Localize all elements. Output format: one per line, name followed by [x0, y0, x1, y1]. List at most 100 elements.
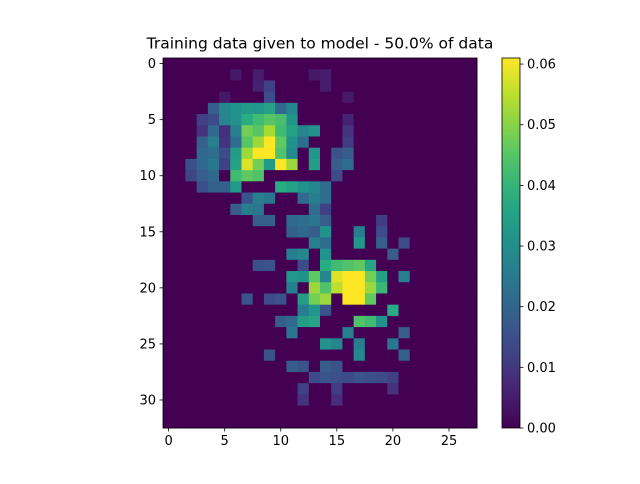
heatmap-cell	[241, 360, 254, 373]
heatmap-cell	[275, 80, 287, 93]
heatmap-cell	[353, 125, 366, 137]
heatmap-cell	[275, 214, 287, 227]
heatmap-cell	[409, 136, 422, 149]
heatmap-cell	[409, 214, 422, 227]
heatmap-cell	[308, 192, 321, 205]
heatmap-cell	[342, 405, 355, 418]
heatmap-cell	[297, 114, 310, 126]
heatmap-cell	[409, 405, 422, 418]
heatmap-cell	[275, 114, 287, 126]
heatmap-cell	[331, 259, 343, 272]
heatmap-cell	[376, 102, 388, 115]
heatmap-cell	[230, 80, 242, 93]
heatmap-cell	[320, 80, 332, 93]
heatmap-cell	[443, 214, 455, 227]
heatmap-cell	[275, 338, 287, 350]
heatmap-cell	[320, 405, 332, 418]
heatmap-cell	[353, 192, 366, 205]
heatmap-cell	[174, 259, 186, 272]
heatmap-cell	[364, 91, 377, 104]
heatmap-cell	[409, 315, 422, 328]
heatmap-cell	[387, 349, 399, 362]
heatmap-cell	[364, 125, 377, 137]
heatmap-cell	[275, 394, 287, 406]
heatmap-cell	[432, 338, 444, 350]
heatmap-cell	[275, 69, 287, 81]
heatmap-cell	[376, 181, 388, 193]
heatmap-cell	[230, 416, 242, 429]
heatmap-cell	[174, 371, 186, 384]
heatmap-cell	[185, 226, 198, 238]
heatmap-cell	[275, 125, 287, 137]
heatmap-cell	[443, 349, 455, 362]
heatmap-cell	[308, 259, 321, 272]
x-tick-label: 15	[329, 434, 346, 449]
heatmap-cell	[432, 69, 444, 81]
heatmap-cell	[308, 405, 321, 418]
heatmap-cell	[297, 248, 310, 261]
heatmap-cell	[263, 304, 276, 317]
heatmap-cell	[263, 371, 276, 384]
heatmap-cell	[241, 91, 254, 104]
heatmap-cell	[465, 69, 478, 81]
heatmap-cell	[353, 282, 366, 294]
heatmap-cell	[443, 58, 455, 70]
heatmap-cell	[297, 226, 310, 238]
heatmap-cell	[297, 304, 310, 317]
heatmap-cell	[364, 170, 377, 182]
heatmap-cell	[252, 226, 265, 238]
x-tick-label: 20	[385, 434, 402, 449]
heatmap-cell	[364, 293, 377, 306]
heatmap-cell	[443, 237, 455, 249]
heatmap-cell	[331, 315, 343, 328]
heatmap-cell	[364, 271, 377, 283]
heatmap-cell	[219, 315, 231, 328]
heatmap-cell	[252, 394, 265, 406]
heatmap-cell	[398, 293, 411, 306]
heatmap-cell	[443, 405, 455, 418]
heatmap-cell	[432, 102, 444, 115]
heatmap-cell	[297, 338, 310, 350]
heatmap-cell	[420, 394, 433, 406]
heatmap-cell	[241, 69, 254, 81]
heatmap-cell	[163, 214, 175, 227]
heatmap-cell	[286, 114, 298, 126]
heatmap-cell	[420, 58, 433, 70]
heatmap-cell	[163, 237, 175, 249]
chart-title: Training data given to model - 50.0% of …	[146, 35, 494, 53]
heatmap-cell	[230, 69, 242, 81]
heatmap-cell	[331, 102, 343, 115]
heatmap-cell	[219, 405, 231, 418]
heatmap-cell	[252, 214, 265, 227]
heatmap-cell	[219, 214, 231, 227]
heatmap-cell	[163, 383, 175, 395]
heatmap-cell	[376, 315, 388, 328]
heatmap-cell	[420, 405, 433, 418]
heatmap-cell	[454, 293, 467, 306]
heatmap-cell	[454, 158, 467, 171]
heatmap-cell	[286, 181, 298, 193]
heatmap-cell	[320, 416, 332, 429]
heatmap-cell	[420, 136, 433, 149]
heatmap-cell	[465, 114, 478, 126]
heatmap-cell	[398, 80, 411, 93]
heatmap-cell	[252, 371, 265, 384]
heatmap-cell	[163, 394, 175, 406]
heatmap-cell	[454, 271, 467, 283]
heatmap-cell	[409, 114, 422, 126]
heatmap-cell	[275, 158, 287, 171]
heatmap-cell	[308, 58, 321, 70]
heatmap-cell	[263, 203, 276, 216]
heatmap-cell	[454, 226, 467, 238]
heatmap-cell	[252, 170, 265, 182]
heatmap-cell	[263, 214, 276, 227]
heatmap-cell	[163, 192, 175, 205]
heatmap-cell	[286, 125, 298, 137]
heatmap-cell	[230, 214, 242, 227]
heatmap-cell	[387, 136, 399, 149]
heatmap-cell	[454, 69, 467, 81]
heatmap-cell	[263, 181, 276, 193]
heatmap-cell	[185, 192, 198, 205]
heatmap-cell	[263, 158, 276, 171]
heatmap-cell	[376, 405, 388, 418]
